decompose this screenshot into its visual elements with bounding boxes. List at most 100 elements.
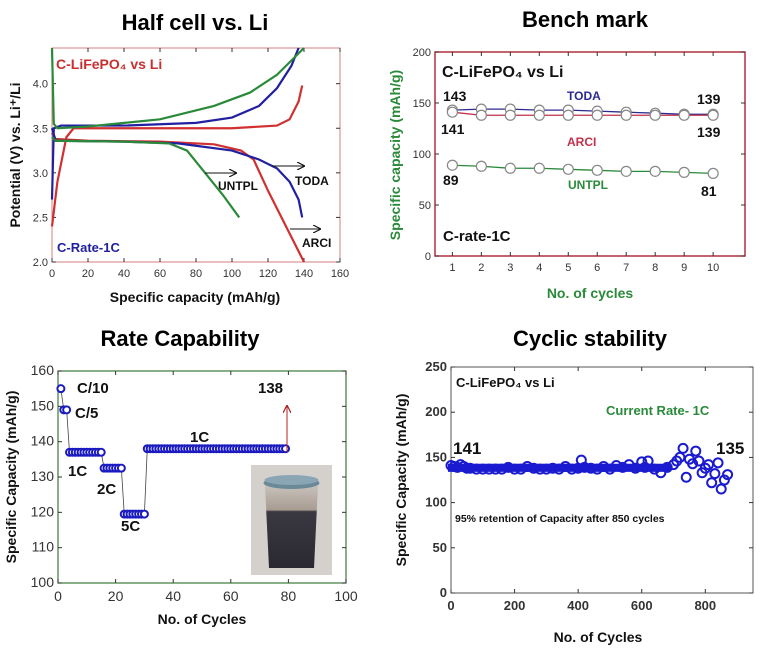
x-tick-label: 60 — [154, 268, 166, 280]
data-point — [649, 165, 661, 177]
y-tick-label: 2.0 — [33, 257, 48, 269]
untpl-label: UNTPL — [218, 179, 258, 193]
data-point — [591, 164, 603, 176]
data-point — [709, 468, 721, 480]
x-tick-label: 40 — [118, 268, 130, 280]
rate-c5-label: C/5 — [75, 405, 98, 422]
data-point — [712, 457, 724, 469]
x-axis-label: Specific capacity (mAh/g) — [110, 289, 280, 305]
y-tick-label: 4.0 — [33, 79, 48, 91]
y-axis-label: Specific Capacity (mAh/g) — [3, 391, 19, 564]
x-tick-label: 8 — [652, 262, 658, 274]
y-tick-label: 0 — [425, 251, 431, 263]
retention-note: 95% retention of Capacity after 850 cycl… — [455, 513, 665, 525]
x-tick-label: 0 — [49, 268, 55, 280]
data-point — [504, 162, 516, 174]
data-point — [475, 160, 487, 172]
x-tick-label: 6 — [594, 262, 600, 274]
chart-title: Cyclic stability — [513, 326, 668, 351]
x-tick-label: 20 — [108, 588, 124, 604]
x-tick-label: 400 — [567, 598, 589, 613]
x-axis-label: No. of cycles — [547, 285, 634, 301]
y-tick-label: 140 — [31, 433, 55, 449]
plot-frame — [434, 51, 746, 257]
rate-1c-label: 1C — [68, 463, 87, 480]
data-point — [677, 442, 689, 454]
data-point — [591, 109, 603, 121]
x-tick-label: 20 — [82, 268, 94, 280]
untpl-label: UNTPL — [568, 178, 608, 192]
x-tick-label: 200 — [504, 598, 526, 613]
data-point — [687, 458, 699, 470]
series-line — [452, 164, 714, 175]
y-axis-label: Specific Capacity (mAh/g) — [393, 394, 409, 567]
x-tick-label: 600 — [631, 598, 653, 613]
series-line — [452, 108, 714, 115]
arci-end-label: 139 — [697, 124, 721, 140]
data-point — [690, 445, 702, 457]
data-point — [620, 165, 632, 177]
toda-start-label: 143 — [443, 88, 467, 104]
toda-label: TODA — [295, 174, 329, 188]
end-capacity-label: 135 — [716, 439, 744, 458]
arci-label: ARCI — [567, 135, 596, 149]
chart-title: Half cell vs. Li — [122, 10, 269, 35]
data-point — [693, 455, 705, 467]
x-axis-label: No. of Cycles — [554, 629, 643, 645]
x-tick-label: 5 — [565, 262, 571, 274]
chart-title: Rate Capability — [101, 326, 261, 351]
y-tick-label: 100 — [425, 495, 447, 510]
plot-area: 0 20 40 60 80 100 100 110 120 130 140 150 160 — [31, 362, 358, 604]
toda-end-label: 139 — [697, 91, 721, 107]
y-tick-label: 200 — [413, 47, 431, 59]
material-label: C-LiFePO₄ vs Li — [442, 64, 563, 81]
sample-jar-photo — [251, 465, 332, 575]
data-point — [707, 167, 719, 179]
y-tick-label: 120 — [31, 503, 55, 519]
plot-frame — [450, 366, 754, 594]
rate-label: C-Rate-1C — [57, 240, 120, 255]
y-tick-label: 110 — [32, 539, 55, 555]
untpl-end-label: 81 — [701, 183, 717, 199]
y-tick-label: 130 — [31, 468, 55, 484]
data-point — [62, 405, 72, 415]
panel-half-cell: Half cell vs. Li 0 20 40 60 80 100 120 140 160 2.… — [7, 10, 349, 305]
x-tick-label: 160 — [331, 268, 349, 280]
data-point — [446, 106, 458, 118]
data-point — [649, 109, 661, 121]
x-tick-label: 7 — [623, 262, 629, 274]
rate-1c-label: 1C — [190, 429, 209, 446]
data-point — [722, 469, 734, 481]
plot-area: 0 200 400 600 800 0 50 100 150 200 250 — [425, 359, 753, 613]
rate-label: Current Rate- 1C — [606, 403, 710, 418]
data-point — [718, 474, 730, 486]
panel-rate-capability: Rate Capability 0 20 40 60 80 100 100 110 120 130… — [3, 326, 358, 627]
data-point — [706, 477, 718, 489]
data-point — [533, 109, 545, 121]
final-capacity-label: 138 — [258, 380, 283, 397]
x-tick-label: 100 — [334, 588, 358, 604]
data-point — [620, 109, 632, 121]
y-tick-label: 100 — [31, 574, 55, 590]
x-tick-label: 100 — [223, 268, 241, 280]
y-axis-label: Potential (V) vs. Li⁺/Li — [7, 82, 23, 227]
material-label: C-LiFePO₄ vs Li — [456, 375, 555, 390]
series-line — [452, 111, 714, 116]
arci-start-label: 141 — [441, 121, 465, 137]
data-point — [56, 384, 66, 394]
plot-area: 0 20 40 60 80 100 120 140 160 2.0 2.5 3.0 3.5 4.0 — [33, 47, 349, 280]
series-line — [51, 136, 241, 219]
data-band — [448, 463, 671, 472]
data-point — [562, 109, 574, 121]
rate-2c-label: 2C — [97, 481, 116, 498]
data-point — [715, 483, 727, 495]
series-line — [51, 132, 305, 263]
rate-5c-label: 5C — [121, 518, 140, 535]
arci-label: ARCI — [302, 236, 331, 250]
y-tick-label: 250 — [425, 359, 447, 374]
data-point — [504, 109, 516, 121]
x-tick-label: 120 — [259, 268, 277, 280]
start-capacity-label: 141 — [453, 439, 481, 458]
